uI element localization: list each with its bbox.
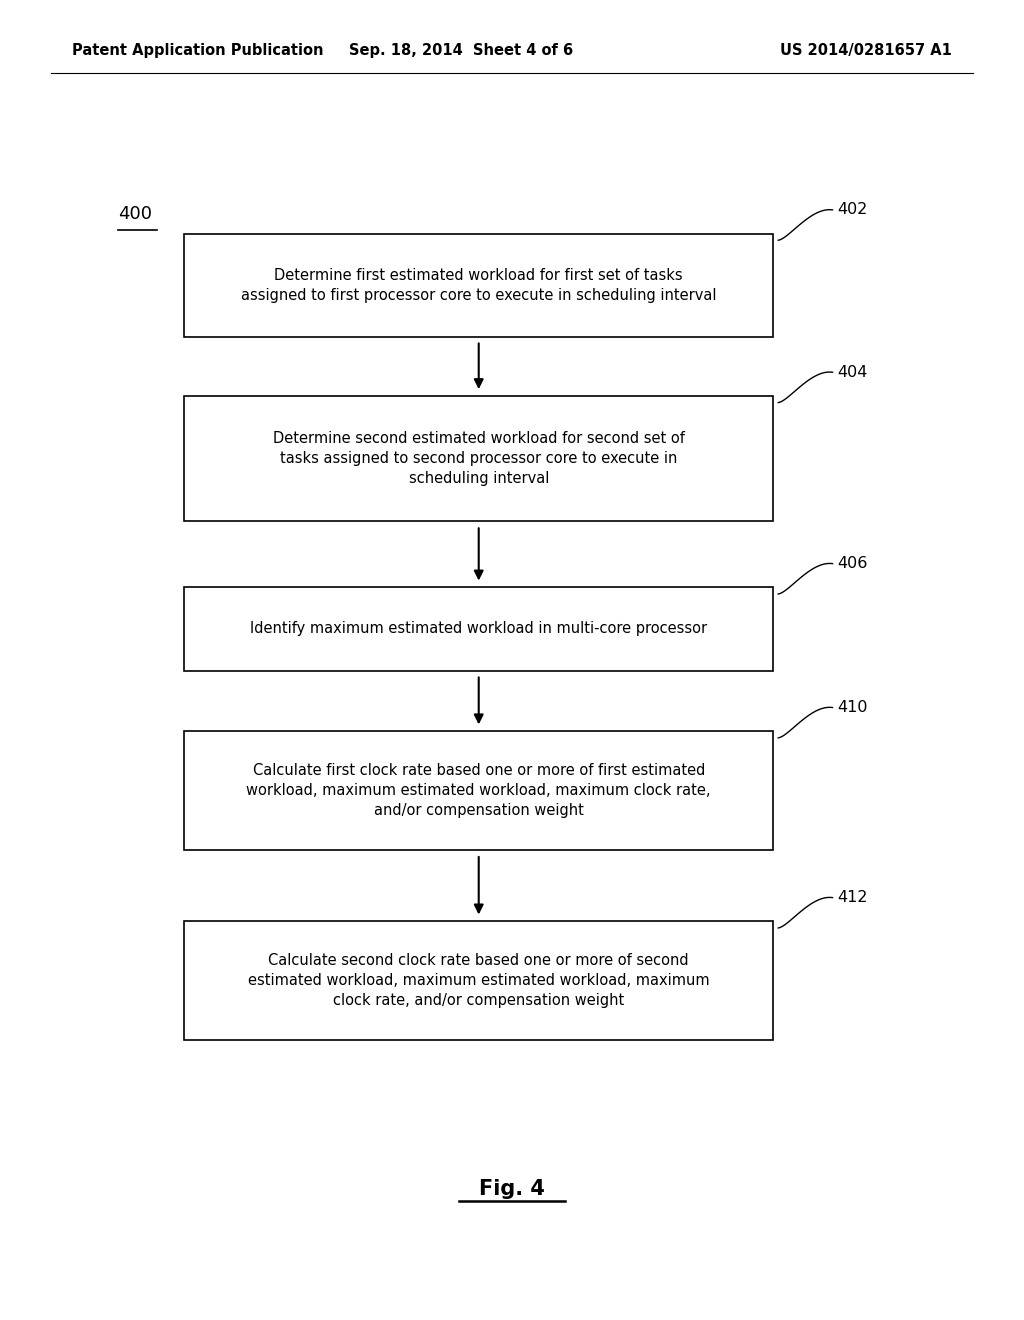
- Text: 404: 404: [838, 364, 868, 380]
- Text: Determine second estimated workload for second set of
tasks assigned to second p: Determine second estimated workload for …: [272, 432, 685, 486]
- Text: 410: 410: [838, 700, 868, 715]
- Text: 400: 400: [118, 205, 152, 223]
- Bar: [184, 234, 773, 337]
- Text: Calculate first clock rate based one or more of first estimated
workload, maximu: Calculate first clock rate based one or …: [247, 763, 711, 818]
- Text: Fig. 4: Fig. 4: [479, 1179, 545, 1199]
- Text: Sep. 18, 2014  Sheet 4 of 6: Sep. 18, 2014 Sheet 4 of 6: [349, 42, 572, 58]
- Text: Determine first estimated workload for first set of tasks
assigned to first proc: Determine first estimated workload for f…: [241, 268, 717, 302]
- Text: Identify maximum estimated workload in multi-core processor: Identify maximum estimated workload in m…: [250, 622, 708, 636]
- Text: 412: 412: [838, 890, 868, 906]
- Text: US 2014/0281657 A1: US 2014/0281657 A1: [780, 42, 952, 58]
- Text: Calculate second clock rate based one or more of second
estimated workload, maxi: Calculate second clock rate based one or…: [248, 953, 710, 1008]
- Bar: [184, 921, 773, 1040]
- Text: Patent Application Publication: Patent Application Publication: [72, 42, 324, 58]
- Text: 402: 402: [838, 202, 868, 218]
- Bar: [184, 587, 773, 671]
- Bar: [184, 396, 773, 521]
- Text: 406: 406: [838, 556, 868, 572]
- Bar: [184, 731, 773, 850]
